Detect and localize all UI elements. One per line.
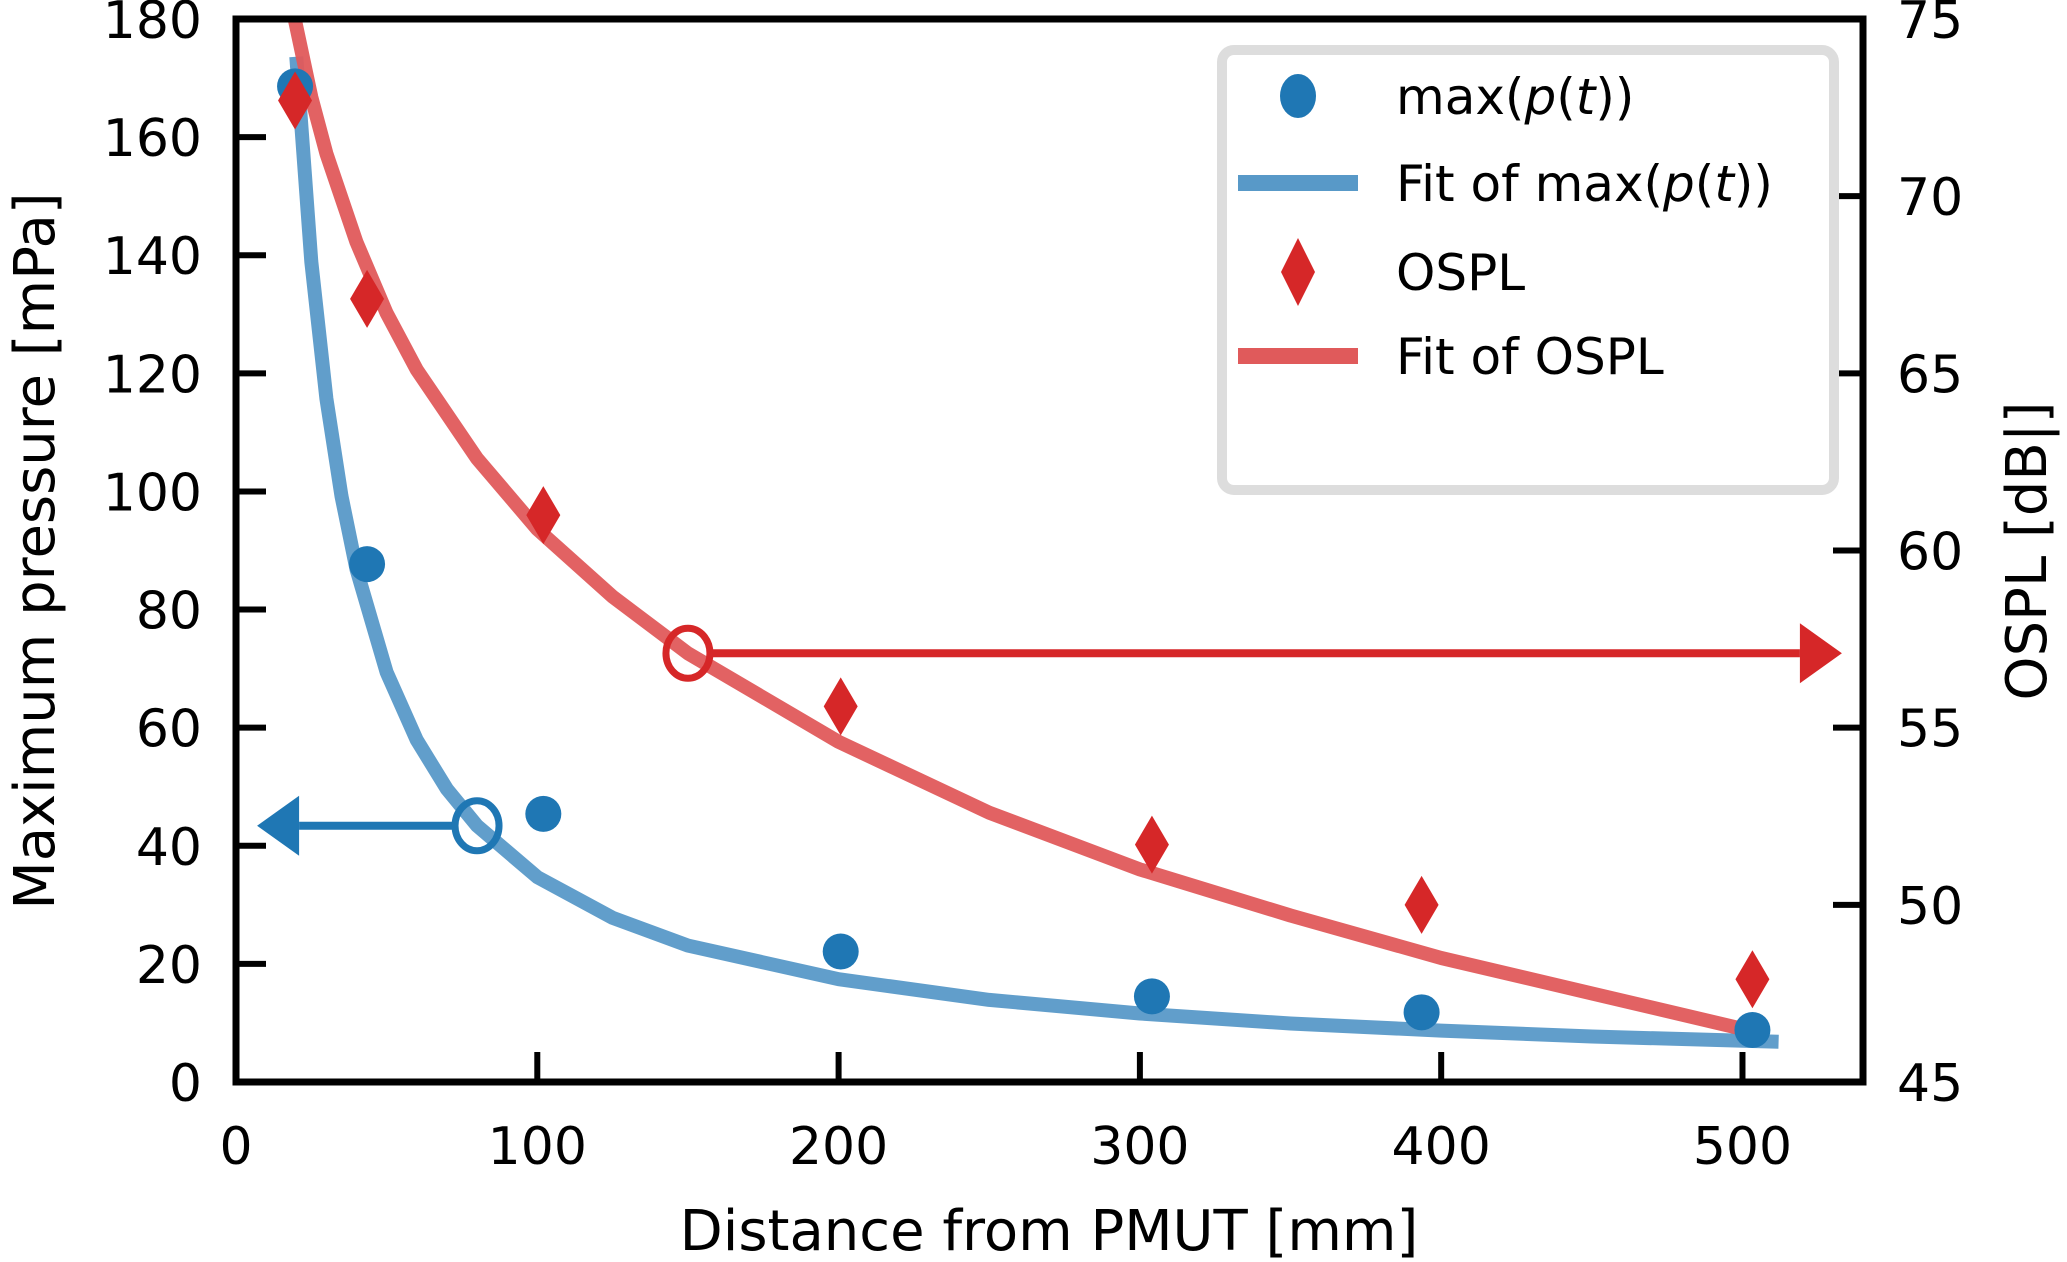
pressure-axis-marker-open-circle (451, 797, 503, 855)
legend-label: Fit of OSPL (1396, 328, 1664, 386)
y-left-tick-label: 160 (103, 109, 202, 169)
legend-label-part: max( (1396, 68, 1524, 126)
legend-label: max(p(t)) (1396, 68, 1634, 126)
pressure-point (822, 933, 859, 970)
y-left-tick-label: 80 (136, 582, 202, 642)
legend-marker-circle (1280, 74, 1316, 118)
plot-clipped-group (287, 19, 1779, 1049)
plot-area (257, 19, 1842, 1049)
ospl-point (1134, 815, 1169, 874)
y-left-tick-label: 140 (103, 227, 202, 287)
legend-label-part: OSPL (1396, 244, 1525, 302)
legend-label-part: t (1576, 68, 1598, 126)
legend-box (1217, 45, 1839, 495)
ospl-point (1735, 950, 1770, 1009)
y-right-tick-label: 50 (1897, 877, 1963, 937)
y-left-tick-label: 0 (169, 1054, 202, 1114)
ospl-point (278, 71, 313, 130)
pressure-point (1133, 978, 1170, 1015)
x-tick-label: 200 (789, 1117, 888, 1177)
ospl-fit-line (287, 19, 1760, 1040)
legend-label-part: )) (1734, 155, 1773, 213)
pressure-point (349, 546, 386, 583)
y-left-tick-label: 20 (136, 936, 202, 996)
pressure-point (1403, 994, 1440, 1031)
x-tick-label: 400 (1392, 1117, 1491, 1177)
legend-label-part: p (1523, 68, 1556, 126)
x-axis-label: Distance from PMUT [mm] (680, 1199, 1419, 1262)
legend-label-part: p (1662, 155, 1695, 213)
y-left-tick-label: 40 (136, 818, 202, 878)
x-tick-label: 0 (219, 1117, 252, 1177)
legend-label-part: t (1714, 155, 1736, 213)
ospl-axis-marker-open-circle (662, 624, 714, 682)
y-right-tick-label: 45 (1897, 1054, 1963, 1114)
y-right-tick-label: 60 (1897, 523, 1963, 583)
y-left-tick-label: 120 (103, 345, 202, 405)
legend-label-part: ( (1695, 155, 1715, 213)
x-tick-label: 500 (1693, 1117, 1792, 1177)
legend-label-part: )) (1595, 68, 1634, 126)
legend-label-part: ( (1556, 68, 1576, 126)
y-axis-left-label: Maximum pressure [mPa] (3, 192, 68, 909)
ospl-axis-marker-arrow-head (1799, 623, 1842, 684)
x-tick-label: 300 (1090, 1117, 1189, 1177)
y-left-tick-label: 100 (103, 463, 202, 523)
legend-label: Fit of max(p(t)) (1396, 155, 1773, 213)
y-axis-right-label: OSPL [dB|] (1995, 402, 2060, 701)
legend-label: OSPL (1396, 244, 1525, 302)
y-right-tick-label: 65 (1897, 345, 1963, 405)
pressure-point (525, 795, 562, 832)
y-right-tick-label: 75 (1897, 0, 1963, 51)
ospl-point (823, 677, 858, 736)
legend-label-part: Fit of OSPL (1396, 328, 1664, 386)
pressure-fit-line (289, 56, 1779, 1049)
ospl-point (350, 269, 385, 328)
pressure-axis-marker-arrow-head (257, 795, 300, 856)
pressure-point (1734, 1012, 1771, 1049)
y-right-tick-label: 70 (1897, 168, 1963, 228)
y-left-tick-label: 180 (103, 0, 202, 51)
y-left-tick-label: 60 (136, 700, 202, 760)
ospl-point (526, 486, 561, 545)
ospl-point (1404, 875, 1439, 934)
legend-label-part: Fit of max( (1396, 155, 1663, 213)
x-tick-label: 100 (488, 1117, 587, 1177)
y-right-tick-label: 55 (1897, 700, 1963, 760)
axes: 0 100 200 300 400 500 0 20 40 60 80 100 120 140 160 180… (103, 0, 1963, 1177)
legend-marker-diamond (1281, 238, 1315, 306)
